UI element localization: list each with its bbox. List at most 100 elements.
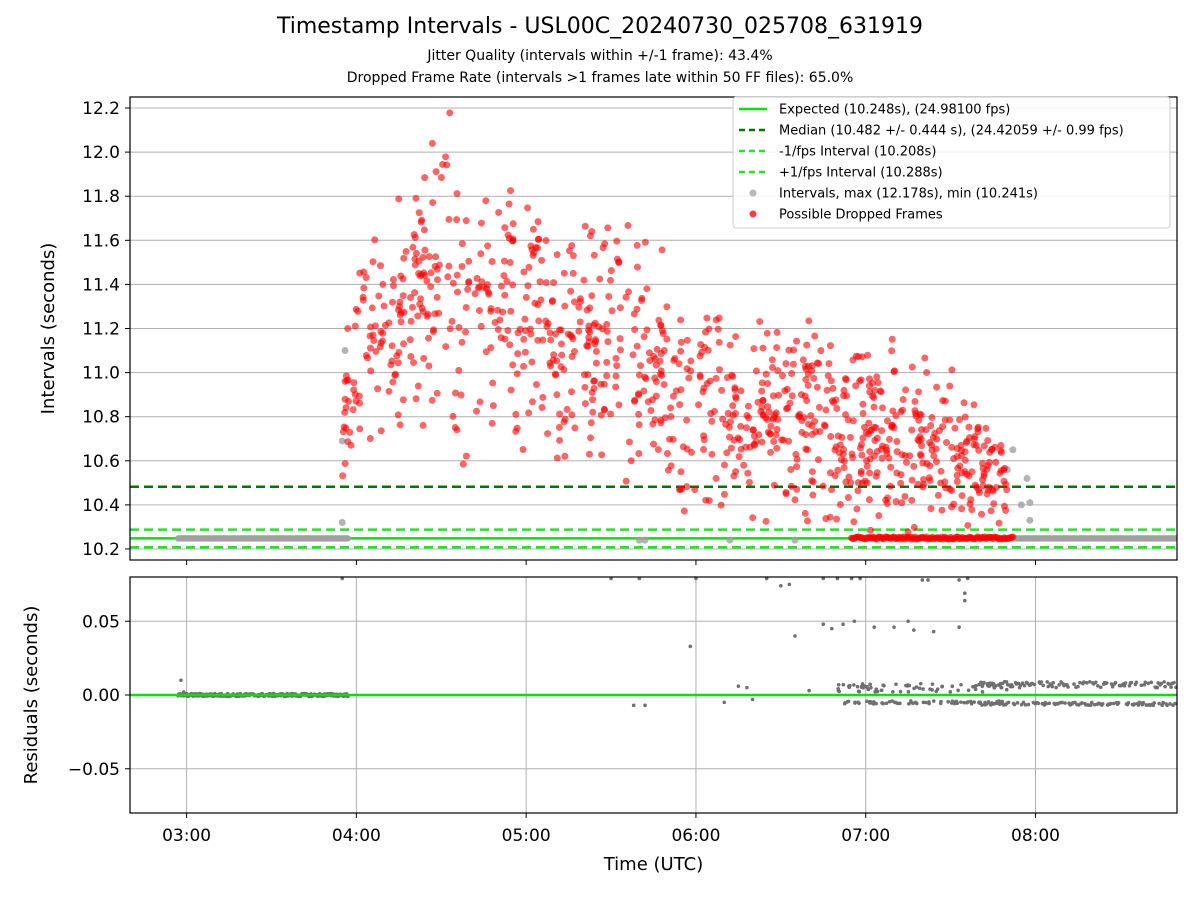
dropped-frame-point bbox=[455, 366, 463, 374]
dropped-frame-point bbox=[858, 451, 866, 459]
dropped-frame-point bbox=[487, 307, 495, 315]
dropped-frame-point bbox=[612, 372, 620, 380]
interval-point bbox=[1023, 474, 1031, 482]
dropped-frame-point bbox=[773, 344, 781, 352]
dropped-frame-point bbox=[633, 342, 641, 350]
dropped-frame-point bbox=[852, 382, 860, 390]
residual-point bbox=[181, 690, 186, 694]
residual-point bbox=[998, 683, 1002, 688]
dropped-frame-point bbox=[873, 469, 881, 477]
x-tick-label: 07:00 bbox=[841, 826, 890, 846]
dropped-frame-point bbox=[603, 327, 611, 335]
dropped-frame-point bbox=[509, 235, 517, 243]
dropped-frame-point bbox=[519, 446, 527, 454]
dropped-frame-point bbox=[764, 380, 772, 388]
dropped-frame-point bbox=[616, 346, 624, 354]
residual-point bbox=[1159, 681, 1163, 686]
dropped-frame-point bbox=[477, 322, 485, 330]
dropped-frame-point bbox=[975, 489, 983, 497]
residual-point bbox=[1108, 701, 1113, 706]
residual-point bbox=[1129, 680, 1134, 685]
dropped-frame-point bbox=[827, 377, 835, 385]
dropped-frame-point bbox=[1009, 533, 1017, 541]
dropped-frame-point bbox=[685, 374, 693, 382]
dropped-frame-point bbox=[970, 435, 978, 443]
residual-point bbox=[1085, 681, 1089, 685]
dropped-frame-point bbox=[809, 491, 817, 499]
legend-label: Expected (10.248s), (24.98100 fps) bbox=[779, 103, 1010, 118]
residual-point bbox=[946, 700, 950, 704]
residual-point bbox=[893, 700, 897, 705]
dropped-frame-point bbox=[647, 407, 655, 415]
dropped-frame-point bbox=[651, 416, 659, 424]
dropped-frame-point bbox=[588, 292, 596, 300]
dropped-frame-point bbox=[451, 389, 459, 397]
dropped-frame-point bbox=[834, 466, 842, 474]
dropped-frame-point bbox=[509, 361, 517, 369]
residual-point bbox=[904, 683, 908, 688]
dropped-frame-point bbox=[485, 290, 493, 298]
dropped-frame-point bbox=[458, 263, 466, 271]
dropped-frame-point bbox=[704, 346, 712, 354]
dropped-frame-point bbox=[791, 496, 799, 504]
dropped-frame-point bbox=[406, 336, 414, 344]
dropped-frame-point bbox=[453, 190, 461, 198]
dropped-frame-point bbox=[677, 468, 685, 476]
dropped-frame-point bbox=[766, 430, 774, 438]
dropped-frame-point bbox=[419, 421, 427, 429]
residual-point bbox=[957, 625, 961, 629]
dropped-frame-point bbox=[576, 297, 584, 305]
dropped-frame-point bbox=[661, 414, 669, 422]
dropped-frame-point bbox=[587, 434, 595, 442]
residual-point bbox=[836, 682, 841, 687]
dropped-frame-point bbox=[643, 285, 651, 293]
dropped-frame-point bbox=[462, 217, 470, 225]
residual-point bbox=[1012, 702, 1017, 707]
residual-point bbox=[927, 701, 931, 706]
dropped-frame-point bbox=[726, 433, 734, 441]
dropped-frame-point bbox=[756, 318, 764, 326]
dropped-frame-point bbox=[489, 379, 497, 387]
residual-point bbox=[856, 689, 861, 694]
dropped-frame-point bbox=[457, 391, 465, 399]
residual-point bbox=[985, 681, 990, 686]
dropped-frame-point bbox=[377, 262, 385, 270]
dropped-frame-point bbox=[570, 348, 578, 356]
dropped-frame-point bbox=[561, 415, 569, 423]
dropped-frame-point bbox=[616, 304, 624, 312]
dropped-frame-point bbox=[788, 392, 796, 400]
residual-point bbox=[853, 701, 857, 705]
dropped-frame-point bbox=[487, 344, 495, 352]
dropped-frame-point bbox=[778, 372, 786, 380]
legend-label: Intervals, max (12.178s), min (10.241s) bbox=[779, 187, 1038, 202]
y-tick-label: 0.05 bbox=[82, 612, 120, 632]
dropped-frame-point bbox=[908, 426, 916, 434]
residual-point bbox=[1004, 680, 1009, 684]
dropped-frame-point bbox=[783, 405, 791, 413]
dropped-frame-point bbox=[419, 253, 427, 261]
dropped-frame-point bbox=[528, 358, 536, 366]
residuals-y-axis-label: Residuals (seconds) bbox=[21, 606, 42, 785]
dropped-frame-point bbox=[344, 438, 352, 446]
residual-point bbox=[745, 685, 749, 690]
residual-point bbox=[1093, 680, 1098, 685]
dropped-frame-point bbox=[857, 467, 865, 475]
dropped-frame-point bbox=[815, 403, 823, 411]
dropped-frame-point bbox=[773, 328, 781, 336]
dropped-frame-point bbox=[989, 487, 997, 495]
legend-label: +1/fps Interval (10.288s) bbox=[779, 166, 943, 181]
dropped-frame-point bbox=[831, 446, 839, 454]
dropped-frame-point bbox=[906, 452, 914, 460]
dropped-frame-point bbox=[604, 224, 612, 232]
dropped-frame-point bbox=[803, 446, 811, 454]
dropped-frame-point bbox=[810, 374, 818, 382]
dropped-frame-point bbox=[411, 255, 419, 263]
dropped-frame-point bbox=[714, 325, 722, 333]
dropped-frame-point bbox=[409, 243, 417, 251]
dropped-frame-point bbox=[587, 419, 595, 427]
dropped-frame-point bbox=[951, 424, 959, 432]
dropped-frame-point bbox=[768, 364, 776, 372]
dropped-frame-point bbox=[923, 460, 931, 468]
dropped-frame-point bbox=[788, 369, 796, 377]
dropped-frame-point bbox=[529, 225, 537, 233]
